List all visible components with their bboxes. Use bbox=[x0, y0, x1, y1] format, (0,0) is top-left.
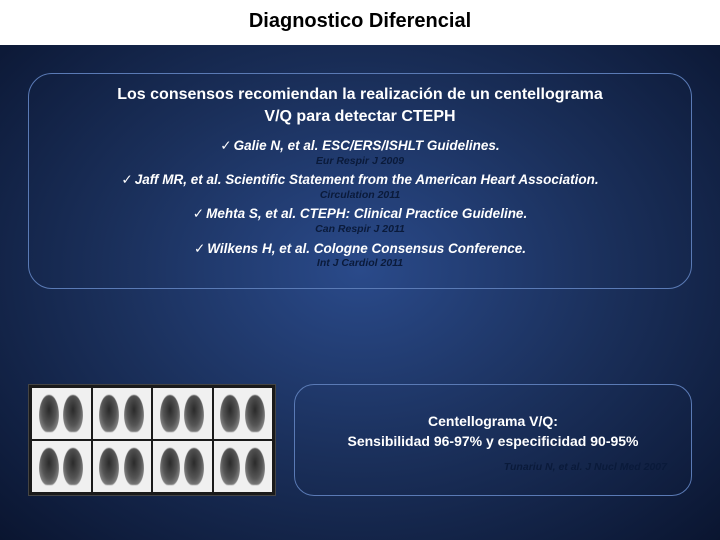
consensus-panel: Los consensos recomiendan la realización… bbox=[28, 73, 692, 289]
reference-text: Mehta S, et al. CTEPH: Clinical Practice… bbox=[206, 206, 527, 221]
stats-line-1: Centellograma V/Q: bbox=[428, 413, 558, 429]
scan-cell bbox=[214, 388, 273, 439]
vq-scan-image bbox=[28, 384, 276, 496]
scan-cell bbox=[32, 388, 91, 439]
scan-cell bbox=[214, 441, 273, 492]
reference-item: ✓Jaff MR, et al. Scientific Statement fr… bbox=[49, 171, 671, 189]
reference-text: Jaff MR, et al. Scientific Statement fro… bbox=[135, 172, 599, 187]
reference-item: ✓Mehta S, et al. CTEPH: Clinical Practic… bbox=[49, 205, 671, 223]
heading-line-2: V/Q para detectar CTEPH bbox=[264, 108, 455, 125]
scan-cell bbox=[153, 441, 212, 492]
bottom-row: Centellograma V/Q: Sensibilidad 96-97% y… bbox=[28, 384, 692, 496]
stats-text: Centellograma V/Q: Sensibilidad 96-97% y… bbox=[311, 411, 675, 452]
reference-journal: Int J Cardiol 2011 bbox=[49, 257, 671, 270]
reference-text: Wilkens H, et al. Cologne Consensus Conf… bbox=[207, 241, 526, 256]
check-icon: ✓ bbox=[121, 172, 132, 187]
stats-citation: Tunariu N, et al. J Nucl Med 2007 bbox=[311, 461, 675, 473]
stats-line-2: Sensibilidad 96-97% y especificidad 90-9… bbox=[347, 433, 638, 449]
consensus-heading: Los consensos recomiendan la realización… bbox=[49, 84, 671, 127]
reference-journal: Eur Respir J 2009 bbox=[49, 155, 671, 168]
reference-journal: Circulation 2011 bbox=[49, 189, 671, 202]
slide-title: Diagnostico Diferencial bbox=[0, 0, 720, 45]
reference-item: ✓Wilkens H, et al. Cologne Consensus Con… bbox=[49, 240, 671, 258]
check-icon: ✓ bbox=[220, 138, 231, 153]
reference-journal: Can Respir J 2011 bbox=[49, 223, 671, 236]
check-icon: ✓ bbox=[193, 206, 204, 221]
scan-cell bbox=[32, 441, 91, 492]
heading-line-1: Los consensos recomiendan la realización… bbox=[117, 86, 602, 103]
scan-cell bbox=[93, 441, 152, 492]
scan-cell bbox=[153, 388, 212, 439]
scan-cell bbox=[93, 388, 152, 439]
check-icon: ✓ bbox=[194, 241, 205, 256]
stats-panel: Centellograma V/Q: Sensibilidad 96-97% y… bbox=[294, 384, 692, 496]
reference-item: ✓Galie N, et al. ESC/ERS/ISHLT Guideline… bbox=[49, 137, 671, 155]
reference-text: Galie N, et al. ESC/ERS/ISHLT Guidelines… bbox=[234, 138, 500, 153]
